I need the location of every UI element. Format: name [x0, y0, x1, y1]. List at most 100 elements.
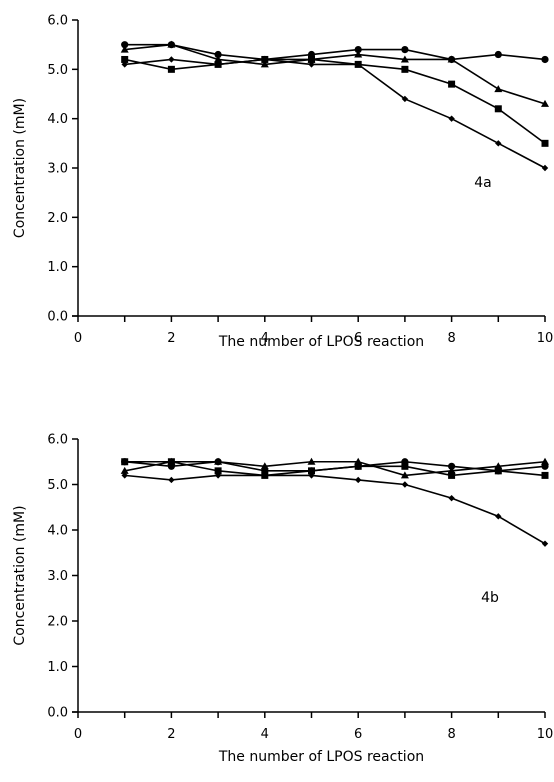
x-tick-label: 0 — [74, 727, 82, 742]
y-tick-label: 5.0 — [47, 478, 68, 493]
data-point-square — [121, 458, 129, 466]
data-point-triangle — [541, 99, 549, 107]
data-point-diamond — [448, 494, 455, 502]
data-point-triangle — [167, 40, 176, 48]
data-point-diamond — [168, 476, 175, 484]
data-point-square — [354, 462, 362, 470]
x-tick-label: 2 — [167, 727, 175, 742]
data-point-triangle — [120, 466, 129, 474]
data-point-circle — [401, 46, 409, 54]
y-tick-label: 4.0 — [47, 524, 68, 539]
data-point-circle — [448, 462, 456, 470]
data-point-diamond — [495, 140, 502, 147]
data-point-triangle — [260, 462, 269, 470]
data-point-circle — [214, 50, 222, 59]
y-tick-label: 4.0 — [47, 112, 68, 127]
x-tick-label: 8 — [447, 331, 455, 346]
data-point-square — [541, 471, 549, 479]
data-point-square — [401, 462, 409, 470]
panel-label: 4a — [474, 175, 492, 191]
y-axis-title: Concentration (mM) — [12, 98, 28, 238]
data-point-triangle — [214, 55, 223, 63]
x-tick-label: 10 — [537, 331, 554, 346]
data-point-square — [167, 458, 175, 466]
data-point-circle — [121, 41, 129, 49]
data-point-diamond — [308, 472, 315, 479]
series-line-circle — [124, 460, 546, 472]
y-tick-label: 0.0 — [47, 310, 68, 325]
data-point-diamond — [355, 61, 362, 68]
data-point-diamond — [401, 95, 409, 103]
data-point-square — [121, 55, 129, 63]
data-point-square — [494, 105, 502, 113]
data-point-square — [167, 65, 175, 73]
y-tick-label: 2.0 — [47, 615, 68, 630]
series-line-circle — [124, 43, 546, 61]
series-line-diamond — [124, 474, 546, 545]
y-tick-label: 3.0 — [47, 569, 68, 584]
x-axis-title: The number of LPOS reaction — [218, 334, 424, 350]
data-point-diamond — [214, 472, 222, 479]
data-point-diamond — [541, 164, 549, 172]
data-point-square — [448, 471, 456, 479]
data-point-diamond — [261, 56, 268, 63]
y-tick-label: 6.0 — [47, 14, 68, 29]
data-point-triangle — [400, 471, 409, 479]
y-tick-label: 3.0 — [47, 162, 68, 177]
series-line-diamond — [124, 58, 546, 169]
data-point-diamond — [308, 61, 315, 68]
data-point-square — [308, 467, 315, 475]
x-tick-label: 8 — [447, 727, 455, 742]
data-point-triangle — [307, 457, 316, 465]
data-point-square — [308, 55, 315, 63]
data-point-triangle — [214, 457, 223, 465]
data-point-triangle — [354, 50, 363, 58]
x-tick-label: 6 — [354, 331, 362, 346]
data-point-diamond — [401, 481, 409, 488]
data-point-square — [214, 467, 222, 475]
x-axis-title: The number of LPOS reaction — [218, 749, 424, 765]
data-point-diamond — [261, 472, 268, 479]
series-line-triangle — [124, 460, 546, 477]
series-line-triangle — [124, 43, 546, 105]
data-point-diamond — [541, 540, 549, 547]
series-line-square — [124, 58, 546, 144]
x-tick-label: 4 — [261, 331, 269, 346]
x-tick-label: 4 — [261, 727, 269, 742]
x-tick-label: 10 — [537, 727, 554, 742]
data-point-diamond — [214, 61, 222, 68]
data-point-circle — [494, 50, 502, 59]
chart-panel-4a: 0.0 1.0 2.0 3.0 4.0 5.0 6.0 0 2 4 6 8 10 The number o… — [12, 14, 553, 351]
series-line-square — [124, 460, 546, 477]
data-point-diamond — [355, 476, 362, 484]
x-tick-label: 2 — [167, 331, 175, 346]
y-tick-label: 6.0 — [47, 433, 68, 448]
data-point-square — [401, 65, 409, 73]
data-point-triangle — [400, 55, 409, 63]
chart-panel-4b: 0.0 1.0 2.0 3.0 4.0 5.0 6.0 0 2 4 6 8 10 The number o… — [12, 433, 553, 766]
data-point-triangle — [260, 60, 269, 68]
data-point-triangle — [494, 85, 503, 93]
data-point-square — [494, 467, 502, 475]
data-point-diamond — [495, 513, 502, 520]
data-point-diamond — [121, 472, 128, 479]
y-tick-label: 0.0 — [47, 706, 68, 721]
x-tick-label: 0 — [74, 331, 82, 346]
data-point-diamond — [121, 61, 128, 68]
data-point-diamond — [168, 56, 175, 63]
x-tick-label: 6 — [354, 727, 362, 742]
y-tick-label: 5.0 — [47, 63, 68, 78]
y-tick-label: 1.0 — [47, 660, 68, 675]
data-point-circle — [541, 55, 549, 64]
data-point-diamond — [448, 115, 455, 122]
y-tick-label: 2.0 — [47, 211, 68, 226]
y-axis-title: Concentration (mM) — [12, 505, 28, 645]
data-point-square — [448, 80, 456, 88]
y-tick-label: 1.0 — [47, 260, 68, 275]
data-point-circle — [354, 46, 362, 54]
data-point-square — [541, 139, 549, 147]
data-point-triangle — [541, 457, 549, 465]
data-point-triangle — [447, 55, 456, 63]
panel-label: 4b — [481, 590, 499, 606]
